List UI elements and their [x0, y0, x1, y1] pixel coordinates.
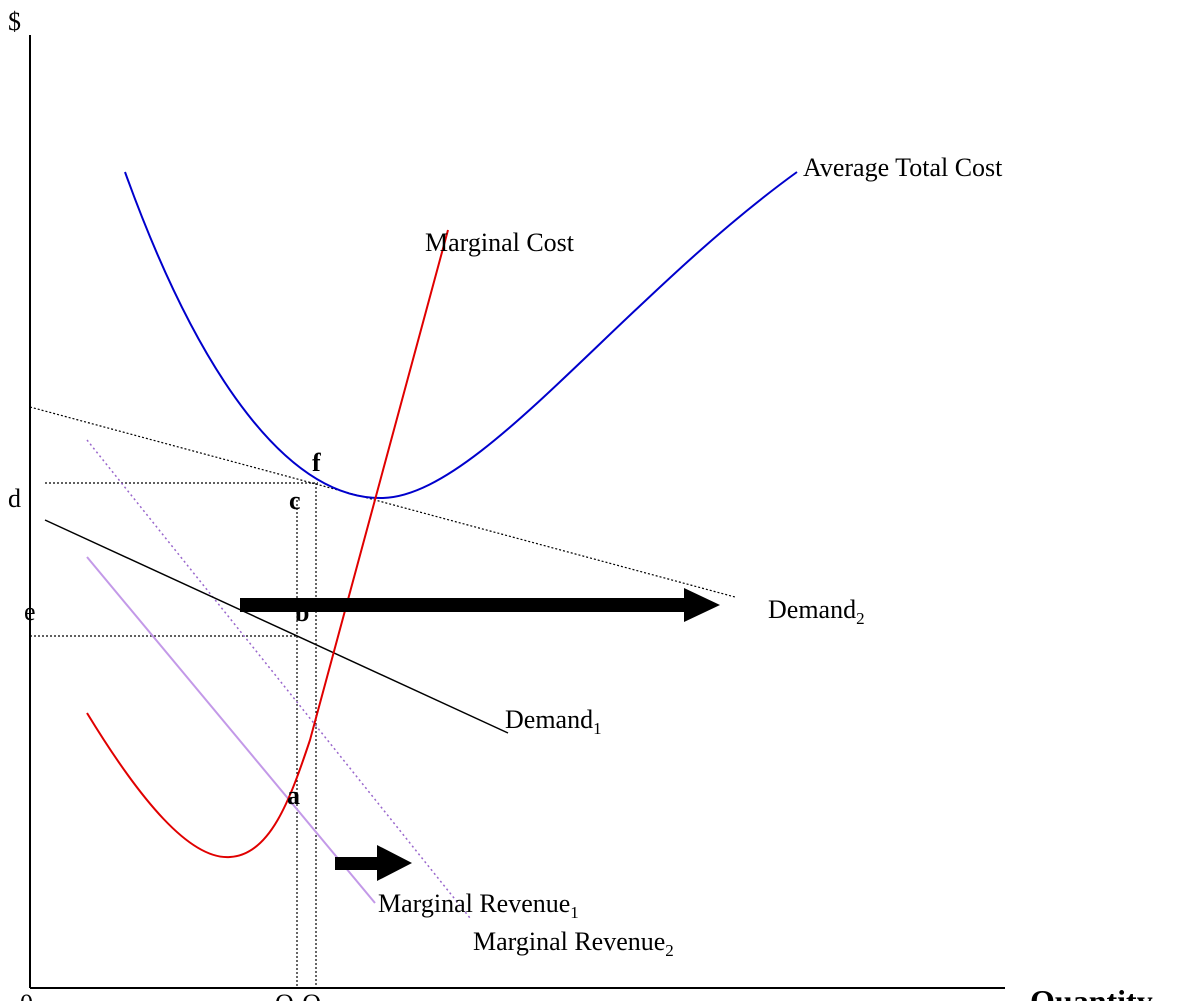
- mc-curve: [86, 229, 449, 859]
- label-text: Demand: [505, 705, 593, 734]
- point-label: b: [295, 598, 309, 627]
- mr1-line: [86, 556, 376, 904]
- mc-label: Marginal Cost: [425, 228, 575, 257]
- label-text: Marginal Revenue: [473, 927, 665, 956]
- label-sub: 2: [665, 941, 674, 960]
- price-label: d: [8, 484, 21, 513]
- big-arrow-head: [684, 588, 720, 622]
- demand1-line: [44, 519, 509, 734]
- atc-curve: [124, 171, 798, 500]
- x-label: Quantity: [1030, 983, 1153, 1001]
- shift-arrows: [240, 588, 720, 881]
- y-label: $: [8, 7, 21, 36]
- price-label: e: [24, 597, 36, 626]
- label-sub: 2: [856, 609, 865, 628]
- atc-label: Average Total Cost: [803, 153, 1003, 182]
- point-label: c: [289, 486, 301, 515]
- guides: [29, 406, 736, 988]
- mr2-line: [86, 439, 471, 919]
- label-sub: 1: [570, 903, 579, 922]
- demand2-line: [29, 406, 736, 598]
- big-arrow-body: [240, 598, 686, 612]
- point-label: f: [312, 448, 321, 477]
- label-text: Demand: [768, 595, 856, 624]
- origin: 0: [20, 989, 33, 1001]
- q-text: Q: [302, 989, 321, 1001]
- label-text: Marginal Revenue: [378, 889, 570, 918]
- demand1-label: Demand1: [505, 705, 602, 738]
- mr2-label: Marginal Revenue2: [473, 927, 674, 960]
- axes: [29, 35, 1005, 989]
- small-arrow-head: [377, 845, 412, 881]
- mr1-label: Marginal Revenue1: [378, 889, 579, 922]
- demand2-label: Demand2: [768, 595, 865, 628]
- label-sub: 1: [593, 719, 602, 738]
- q-text: Q: [275, 989, 294, 1001]
- quantity-labels: Q1Q2: [275, 989, 330, 1001]
- small-arrow-body: [335, 857, 379, 870]
- point-label: a: [287, 781, 300, 810]
